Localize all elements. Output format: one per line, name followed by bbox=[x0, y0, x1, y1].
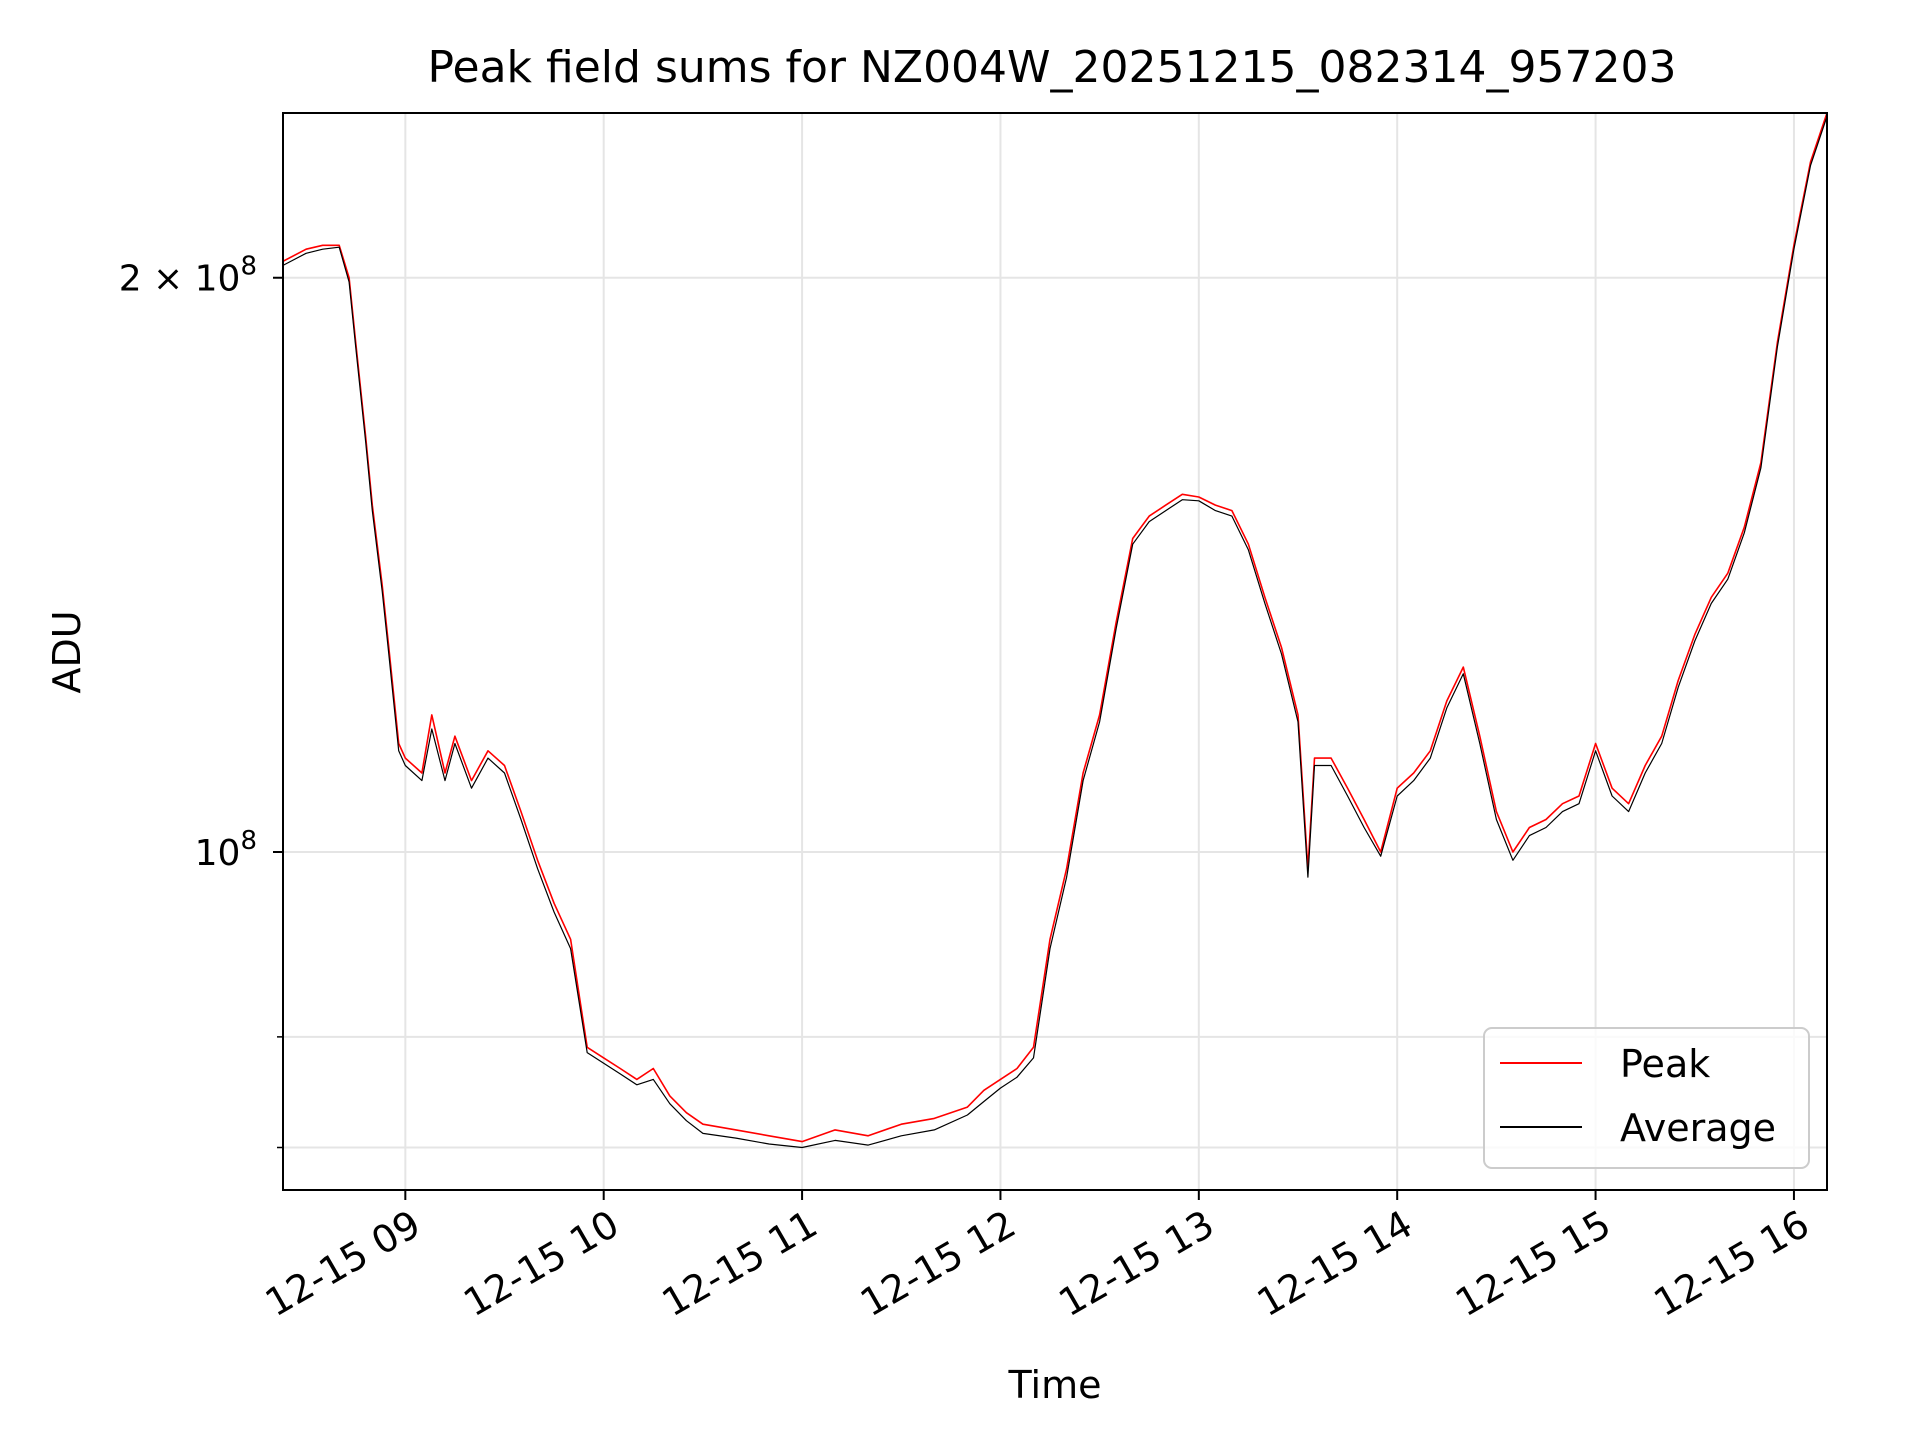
series-line-average bbox=[283, 116, 1827, 1149]
y-axis-ticks: 108 2 × 108 bbox=[119, 252, 283, 1149]
legend-peak-label: Peak bbox=[1620, 1042, 1710, 1086]
chart-title: Peak field sums for NZ004W_20251215_0823… bbox=[428, 42, 1677, 93]
y-axis-label: ADU bbox=[45, 610, 89, 693]
grid-lines bbox=[283, 113, 1827, 1190]
y-tick-label: 2 × 108 bbox=[119, 252, 257, 300]
series-line-peak bbox=[283, 113, 1827, 1143]
y-tick-label: 108 bbox=[195, 826, 257, 874]
x-axis-label: Time bbox=[1008, 1363, 1102, 1407]
plot-frame bbox=[282, 112, 1828, 1191]
series-lines bbox=[283, 113, 1827, 1149]
legend-average-label: Average bbox=[1620, 1106, 1776, 1150]
legend: Peak Average bbox=[1483, 1027, 1810, 1169]
